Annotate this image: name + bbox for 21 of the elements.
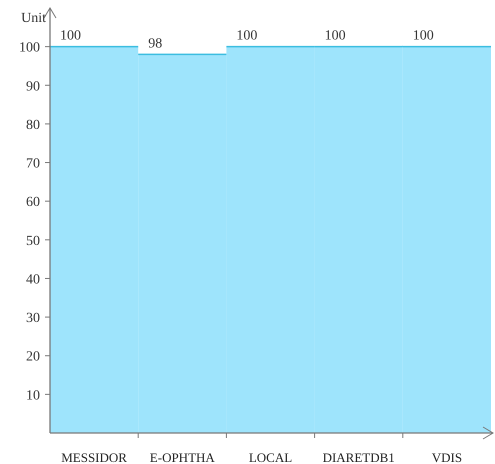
x-tick-label: DIARETDB1 [322, 450, 395, 464]
data-label: 100 [236, 28, 258, 44]
y-axis-title: Unit [21, 11, 46, 26]
y-tick-label: 90 [26, 79, 40, 94]
x-tick-label: VDIS [432, 450, 462, 464]
y-tick-label: 70 [26, 156, 40, 172]
data-label: 100 [412, 28, 434, 44]
x-tick-label: E-OPHTHA [150, 450, 216, 464]
y-tick-label: 20 [26, 350, 40, 365]
y-tick-label: 50 [26, 234, 40, 249]
data-label: 98 [148, 36, 162, 52]
y-tick-label: 30 [26, 311, 40, 326]
y-tick-label: 80 [26, 118, 40, 133]
y-tick-label: 100 [19, 40, 40, 56]
y-tick-label: 60 [26, 195, 40, 210]
y-tick-label: 10 [26, 388, 40, 404]
x-tick-label: LOCAL [248, 450, 292, 464]
data-label: 100 [324, 28, 346, 44]
x-tick-label: MESSIDOR [61, 450, 128, 464]
data-label: 100 [60, 28, 81, 44]
y-tick-label: 40 [26, 272, 40, 288]
